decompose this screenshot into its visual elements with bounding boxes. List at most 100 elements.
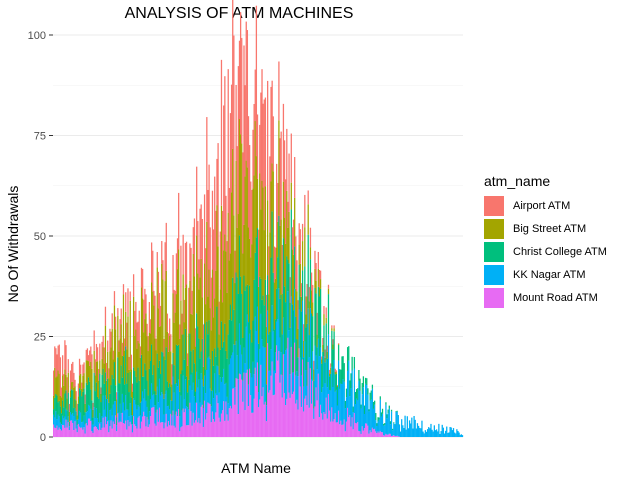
bar-segment <box>263 305 265 348</box>
bar-segment <box>254 316 256 368</box>
bar-segment <box>280 131 282 220</box>
bar-segment <box>162 422 164 437</box>
bar-segment <box>291 394 294 437</box>
bar-segment <box>214 176 216 299</box>
bar-segment <box>74 399 76 409</box>
bar-segment <box>121 342 123 356</box>
bar-segment <box>192 227 194 254</box>
bar-segment <box>129 371 131 404</box>
bar-segment <box>82 364 84 376</box>
bar-segment <box>341 424 343 437</box>
bar-segment <box>69 412 72 421</box>
bar-segment <box>256 228 259 307</box>
bar-segment <box>247 384 250 407</box>
bar-segment <box>294 288 296 343</box>
bar-segment <box>144 389 146 417</box>
bar-segment <box>243 224 245 276</box>
bar-segment <box>297 300 299 329</box>
bar-segment <box>294 246 296 289</box>
bar-segment <box>251 342 253 378</box>
bar-segment <box>392 435 394 437</box>
bar-segment <box>365 383 367 424</box>
bar-segment <box>188 287 190 334</box>
bar-segment <box>449 426 451 437</box>
bar-segment <box>259 399 261 437</box>
bar-segment <box>280 294 282 353</box>
bar-segment <box>60 413 63 425</box>
bar-segment <box>122 294 125 357</box>
bar-segment <box>193 363 196 397</box>
bar-segment <box>58 416 60 428</box>
bar-segment <box>397 415 399 437</box>
bar-segment <box>125 292 127 312</box>
bar-segment <box>282 317 285 355</box>
bar-segment <box>134 336 136 371</box>
bar-segment <box>205 248 207 305</box>
bar-segment <box>312 284 314 303</box>
bar-segment <box>248 368 251 437</box>
bar-segment <box>157 308 160 368</box>
bar-segment <box>57 429 59 437</box>
bar-segment <box>155 394 157 413</box>
bar-segment <box>154 405 156 424</box>
bar-segment <box>140 267 143 288</box>
bar-segment <box>331 407 333 437</box>
bar-segment <box>214 298 216 349</box>
bar-segment <box>211 269 214 351</box>
bar-segment <box>345 397 348 422</box>
bar-segment <box>314 250 316 269</box>
bar-segment <box>62 375 64 401</box>
legend-key-airport <box>484 195 504 216</box>
bar-segment <box>206 117 208 222</box>
bar-segment <box>246 167 249 285</box>
bar-segment <box>131 383 134 392</box>
bar-segment <box>336 422 339 437</box>
bar-segment <box>141 376 144 392</box>
bar-segment <box>237 214 240 294</box>
bar-segment <box>226 414 228 437</box>
legend-label-airport: Airport ATM <box>513 199 571 212</box>
bar-segment <box>152 291 154 375</box>
bar-segment <box>87 377 90 405</box>
bar-segment <box>261 180 263 300</box>
bar-segment <box>103 363 105 384</box>
bar-segment <box>96 428 99 437</box>
bar-segment <box>247 406 250 437</box>
bar-segment <box>241 37 243 144</box>
bar-segment <box>359 431 361 437</box>
bar-segment <box>309 368 312 437</box>
bar-segment <box>303 340 305 358</box>
bar-segment <box>296 339 298 372</box>
bar-segment <box>324 413 326 437</box>
bar-segment <box>328 369 331 374</box>
bar-segment <box>121 355 123 378</box>
bar-segment <box>279 382 281 437</box>
bar-segment <box>333 331 335 360</box>
bar-segment <box>171 415 173 426</box>
bar-segment <box>158 360 161 379</box>
bar-segment <box>125 311 127 347</box>
bar-segment <box>167 351 170 388</box>
bar-segment <box>358 370 360 381</box>
bar-segment <box>368 409 370 412</box>
bar-segment <box>175 253 178 295</box>
bar-segment <box>315 262 317 281</box>
bar-segment <box>68 430 71 437</box>
bar-segment <box>63 418 65 426</box>
bar-segment <box>174 384 176 415</box>
bar-segment <box>237 66 240 215</box>
bar-segment <box>94 375 96 392</box>
bar-segment <box>72 422 74 437</box>
bar-segment <box>60 397 63 414</box>
bar-segment <box>130 354 132 370</box>
bar-segment <box>312 316 314 352</box>
bar-segment <box>107 399 109 422</box>
bar-segment <box>250 395 252 437</box>
bar-segment <box>342 356 344 380</box>
bar-segment <box>178 379 180 410</box>
bar-segment <box>117 413 119 437</box>
bar-segment <box>319 270 322 280</box>
bar-segment <box>332 344 334 350</box>
bar-segment <box>380 412 383 417</box>
bar-segment <box>108 420 110 433</box>
